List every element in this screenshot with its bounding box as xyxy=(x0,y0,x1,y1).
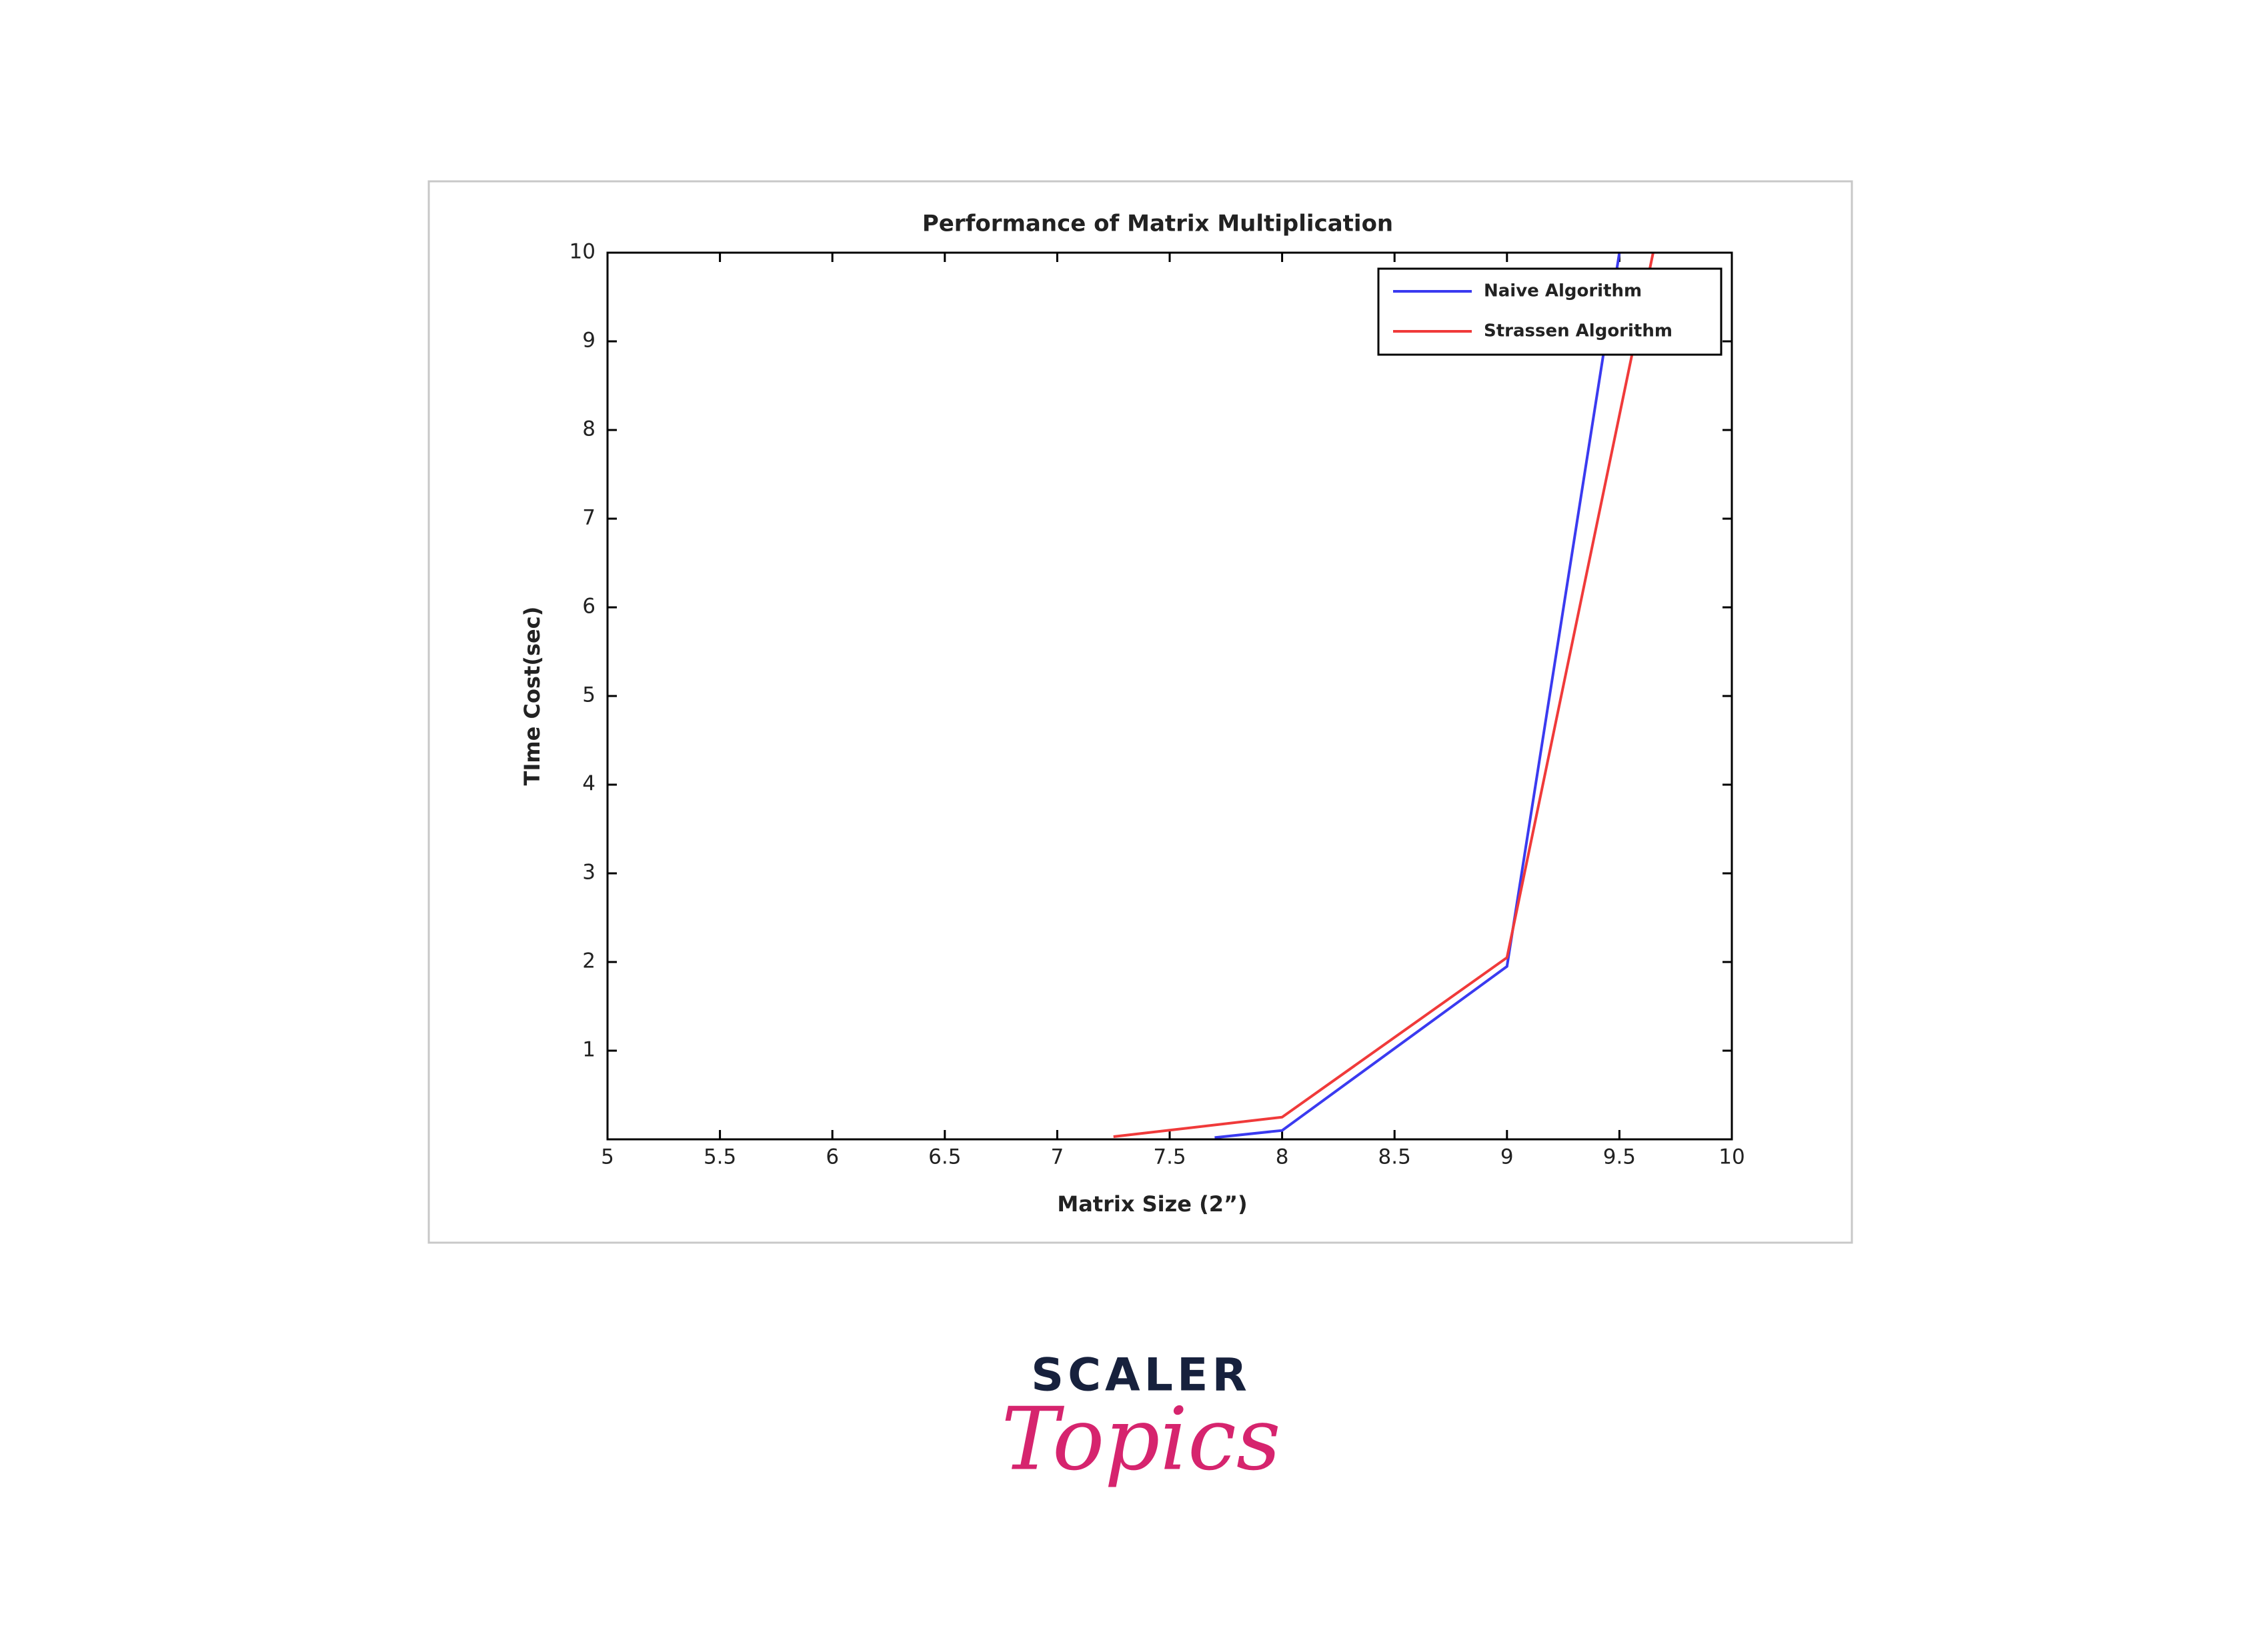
x-tick-label: 10 xyxy=(1719,1145,1745,1169)
x-tick-label: 5 xyxy=(601,1145,614,1169)
y-tick-label: 1 xyxy=(582,1038,596,1062)
legend-label: Naive Algorithm xyxy=(1484,281,1642,301)
y-tick-label: 8 xyxy=(582,417,596,441)
legend-box xyxy=(1377,267,1723,356)
y-tick-label: 2 xyxy=(582,949,596,973)
x-tick-label: 6.5 xyxy=(928,1145,961,1169)
brand-tagline: Topics xyxy=(1001,1389,1280,1490)
legend-label: Strassen Algorithm xyxy=(1484,321,1672,341)
x-tick-label: 9 xyxy=(1500,1145,1514,1169)
x-tick-label: 7.5 xyxy=(1153,1145,1186,1169)
y-tick-label: 3 xyxy=(582,861,596,885)
x-axis-label: Matrix Size (2”) xyxy=(1057,1191,1247,1217)
x-tick-label: 5.5 xyxy=(704,1145,736,1169)
x-tick-label: 8.5 xyxy=(1378,1145,1411,1169)
chart-frame xyxy=(427,180,1853,1244)
plot: 5 5.5 6 6.5 7 7.5 8 8.5 9 9.5 10 1 2 3 4 5 6 7 8 9 10 Naive A… xyxy=(570,240,1745,1169)
y-tick-label: 10 xyxy=(570,240,596,264)
series-line xyxy=(1113,253,1654,1138)
series-line xyxy=(1214,253,1621,1139)
x-tick-label: 7 xyxy=(1051,1145,1064,1169)
x-tick-label: 9.5 xyxy=(1603,1145,1636,1169)
y-tick-label: 5 xyxy=(582,683,596,707)
y-tick-label: 4 xyxy=(582,772,596,796)
y-tick-label: 9 xyxy=(582,329,596,353)
chart-title: Performance of Matrix Multiplication xyxy=(922,211,1393,237)
y-tick-label: 7 xyxy=(582,506,596,530)
y-tick-label: 6 xyxy=(582,595,596,619)
brand-name: SCALER xyxy=(1031,1349,1251,1402)
y-axis-label: TIme Cost(sec) xyxy=(519,607,545,786)
x-tick-label: 6 xyxy=(826,1145,839,1169)
x-tick-label: 8 xyxy=(1276,1145,1289,1169)
axes-frame xyxy=(606,251,1733,1141)
